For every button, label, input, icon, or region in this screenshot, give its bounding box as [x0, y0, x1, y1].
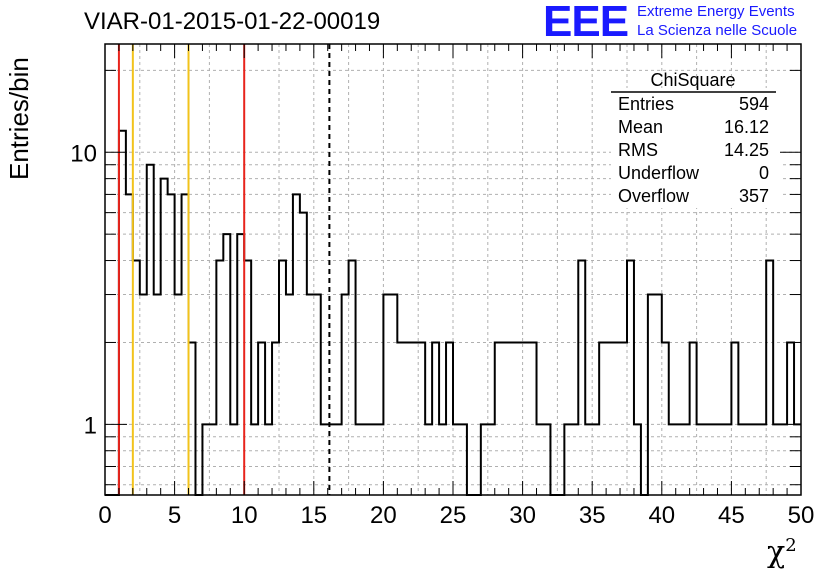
- x-tick-label: 0: [98, 502, 111, 529]
- stats-title: ChiSquare: [650, 70, 735, 90]
- y-axis-label: Entries/bin: [4, 57, 34, 180]
- x-tick-label: 30: [509, 502, 536, 529]
- logo-line-1: Extreme Energy Events: [637, 3, 795, 20]
- x-tick-label: 20: [370, 502, 397, 529]
- logo-line-2: La Scienza nelle Scuole: [637, 22, 798, 39]
- x-tick-label: 15: [300, 502, 327, 529]
- x-tick-label: 50: [788, 502, 815, 529]
- x-tick-label: 40: [648, 502, 675, 529]
- stats-label: RMS: [618, 140, 658, 160]
- stats-box: [611, 88, 780, 208]
- x-tick-label: 45: [718, 502, 745, 529]
- x-tick-label: 10: [231, 502, 258, 529]
- stats-value: 594: [739, 94, 769, 114]
- stats-value: 357: [739, 186, 769, 206]
- x-axis-label: χ2: [767, 535, 797, 570]
- histogram: [105, 129, 801, 496]
- y-tick-label: 10: [70, 140, 97, 167]
- stats-value: 0: [759, 163, 769, 183]
- stats-value: 14.25: [724, 140, 769, 160]
- eee-logo: EEE: [543, 0, 629, 46]
- stats-value: 16.12: [724, 117, 769, 137]
- x-axis-label-base: χ: [767, 535, 786, 570]
- x-tick-label: 5: [168, 502, 181, 529]
- x-axis-label-sup: 2: [785, 535, 797, 556]
- x-tick-label: 25: [440, 502, 467, 529]
- stats-label: Overflow: [618, 186, 690, 206]
- chart-title: VIAR-01-2015-01-22-00019: [84, 8, 381, 35]
- stats-label: Underflow: [618, 163, 700, 183]
- y-tick-label: 1: [84, 412, 97, 439]
- stats-label: Mean: [618, 117, 663, 137]
- stats-label: Entries: [618, 94, 674, 114]
- x-tick-label: 35: [579, 502, 606, 529]
